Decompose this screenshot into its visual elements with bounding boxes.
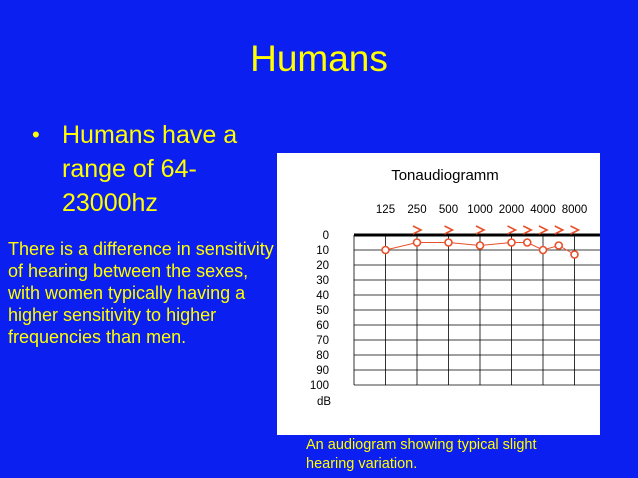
y-tick-label: 10 bbox=[316, 245, 329, 257]
data-point-arrow bbox=[538, 225, 549, 235]
data-point-o bbox=[507, 238, 516, 247]
chart-title: Tonaudiogramm bbox=[391, 167, 499, 184]
x-tick-label: 8000 bbox=[562, 204, 588, 216]
data-point-o bbox=[444, 238, 453, 247]
bullet-dot-icon: • bbox=[32, 122, 40, 147]
bullet-item: Humans have a range of 64-23000hz bbox=[62, 121, 238, 217]
y-axis-unit: dB bbox=[317, 396, 331, 408]
x-tick-label: 250 bbox=[407, 204, 426, 216]
chart-caption: An audiogram showing typical slight hear… bbox=[306, 437, 537, 472]
data-point-arrow bbox=[570, 225, 581, 235]
data-point-o bbox=[522, 238, 532, 247]
data-point-arrow bbox=[412, 225, 423, 235]
data-point-arrow bbox=[475, 225, 486, 235]
x-tick-label: 4000 bbox=[530, 204, 556, 216]
y-tick-label: 70 bbox=[316, 335, 329, 347]
y-tick-label: 30 bbox=[316, 275, 329, 287]
slide-title: Humans bbox=[250, 38, 388, 79]
data-point-o bbox=[538, 245, 548, 255]
data-point-arrow bbox=[522, 225, 534, 235]
x-tick-label: 1000 bbox=[467, 204, 493, 216]
data-point-o bbox=[554, 241, 564, 250]
data-point-o bbox=[475, 241, 485, 250]
data-point-o bbox=[412, 238, 422, 247]
x-tick-label: 2000 bbox=[499, 204, 525, 216]
body-text: There is a difference in sensitivity of … bbox=[8, 239, 274, 347]
y-tick-label: 60 bbox=[316, 320, 329, 332]
y-tick-label: 20 bbox=[316, 260, 329, 272]
y-tick-label: 100 bbox=[310, 380, 329, 392]
y-tick-label: 0 bbox=[323, 230, 329, 242]
y-tick-label: 90 bbox=[316, 365, 329, 377]
data-point-o bbox=[570, 250, 579, 259]
data-point-arrow bbox=[507, 225, 518, 235]
data-point-arrow bbox=[554, 225, 565, 235]
data-point-arrow bbox=[444, 225, 455, 235]
data-point-o bbox=[381, 245, 390, 255]
y-tick-label: 80 bbox=[316, 350, 329, 362]
x-tick-label: 500 bbox=[439, 204, 458, 216]
audiogram-chart: Tonaudiogramm1252505001000200040008000Hz… bbox=[277, 153, 600, 435]
y-tick-label: 40 bbox=[316, 290, 329, 302]
y-tick-label: 50 bbox=[316, 305, 329, 317]
x-tick-label: 125 bbox=[376, 204, 395, 216]
